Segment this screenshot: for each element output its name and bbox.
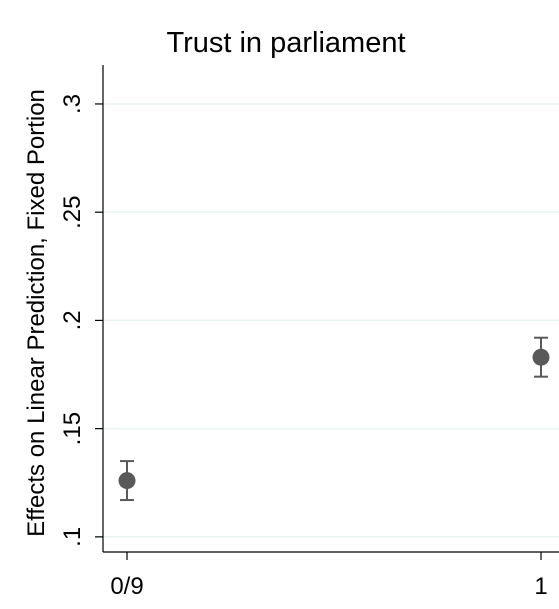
y-tick-label: .15	[59, 412, 86, 445]
data-points	[118, 336, 550, 502]
chart-title: Trust in parliament	[166, 27, 405, 59]
y-tick-label: .1	[59, 527, 86, 547]
y-tick-label: .3	[59, 94, 86, 114]
y-tick-label: .2	[59, 310, 86, 330]
y-axis-ticks: .1 .15 .2 .25 .3	[59, 94, 103, 547]
data-point	[118, 472, 136, 490]
y-axis-title: Effects on Linear Prediction, Fixed Port…	[23, 89, 50, 537]
y-tick-label: .25	[59, 195, 86, 228]
x-tick-label: 0/9	[110, 573, 143, 600]
data-point	[532, 348, 550, 366]
x-axis-ticks: 0/9 1	[110, 552, 548, 600]
gridlines	[103, 103, 559, 538]
x-tick-label: 1	[534, 573, 547, 600]
